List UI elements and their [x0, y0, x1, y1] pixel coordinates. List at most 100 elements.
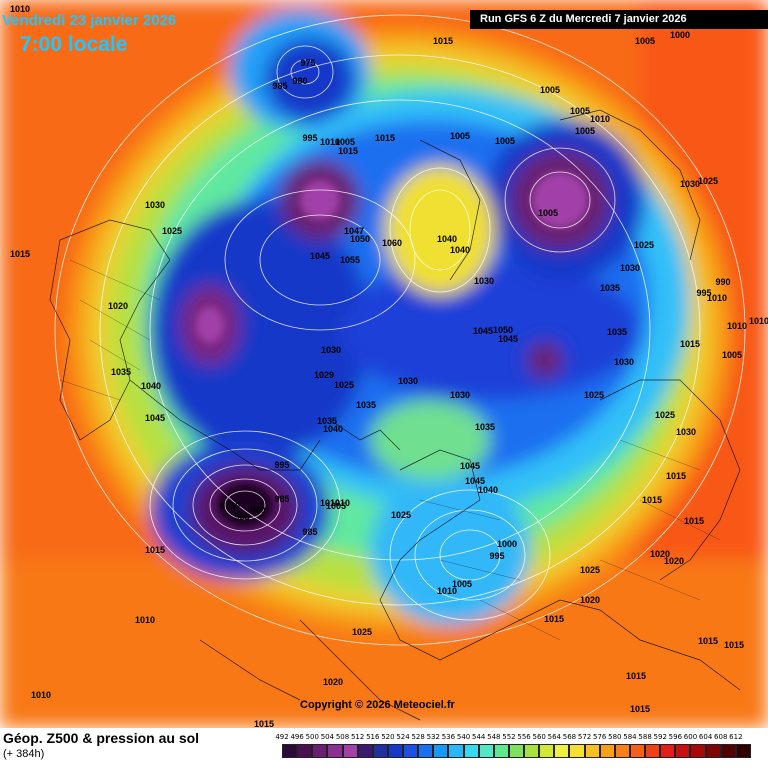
- pressure-label: 1010: [135, 615, 155, 625]
- pressure-label: 1020: [108, 301, 128, 311]
- pressure-label: 1010: [31, 690, 51, 700]
- scale-label: 612: [729, 733, 743, 741]
- scale-swatch: [463, 744, 479, 758]
- pressure-label: 1025: [391, 510, 411, 520]
- pressure-label: 1015: [338, 146, 358, 156]
- pressure-label: 1010: [320, 498, 340, 508]
- scale-label: 588: [638, 733, 652, 741]
- pressure-label: 1020: [323, 677, 343, 687]
- pressure-label: 1015: [433, 36, 453, 46]
- scale-label: 608: [714, 733, 728, 741]
- pressure-label: 1005: [575, 126, 595, 136]
- scale-label: 584: [623, 733, 637, 741]
- scale-label: 516: [366, 733, 380, 741]
- scale-swatch: [342, 744, 358, 758]
- pressure-label: 1015: [630, 704, 650, 714]
- pressure-label: 1030: [474, 276, 494, 286]
- pressure-label: 1005: [495, 136, 515, 146]
- scale-swatch: [418, 744, 434, 758]
- scale-label: 596: [668, 733, 683, 741]
- scale-label: 580: [608, 733, 622, 741]
- pressure-label: 1050: [350, 234, 370, 244]
- pressure-label: 1010: [749, 316, 768, 326]
- scale-label: 564: [547, 733, 561, 741]
- pressure-label: 1029: [314, 370, 334, 380]
- scale-swatch: [372, 744, 388, 758]
- pressure-label: 1040: [141, 381, 161, 391]
- scale-label: 508: [335, 733, 350, 741]
- pressure-label: 1015: [626, 671, 646, 681]
- pressure-label: 1030: [680, 179, 700, 189]
- pressure-label: 1060: [382, 238, 402, 248]
- pressure-label: 1005: [335, 137, 355, 147]
- pressure-label: 1000: [670, 30, 690, 40]
- pressure-label: 9750: [220, 501, 240, 511]
- pressure-label: 1045: [473, 326, 493, 336]
- pressure-label: 1005: [540, 85, 560, 95]
- scale-label: 548: [487, 733, 501, 741]
- pressure-label: 1030: [614, 357, 634, 367]
- pressure-label: 1025: [352, 627, 372, 637]
- pressure-label: 1045: [310, 251, 330, 261]
- scale-swatch: [720, 744, 736, 758]
- scale-label: 500: [305, 733, 319, 741]
- run-info-box: Run GFS 6 Z du Mercredi 7 janvier 2026: [470, 10, 768, 29]
- pressure-label: 1025: [655, 410, 675, 420]
- pressure-label: 975: [300, 58, 315, 68]
- scale-label: 556: [517, 733, 531, 741]
- pressure-label: 1035: [607, 327, 627, 337]
- pressure-label: 1005: [326, 501, 346, 511]
- pressure-label: 1030: [145, 200, 165, 210]
- pressure-label: 1010: [590, 114, 610, 124]
- pressure-label: 1030: [450, 390, 470, 400]
- scale-swatch: [690, 744, 706, 758]
- pressure-label: 985: [272, 81, 287, 91]
- scale-swatch: [524, 744, 540, 758]
- pressure-label: 1040: [478, 485, 498, 495]
- pressure-label: 1015: [145, 545, 165, 555]
- forecast-horizon: (+ 384h): [3, 748, 45, 760]
- pressure-label: 1005: [450, 131, 470, 141]
- pressure-label: 1020: [650, 549, 670, 559]
- scale-label: 536: [441, 733, 456, 741]
- pressure-label: 1015: [642, 495, 662, 505]
- pressure-label: 1005: [452, 579, 472, 589]
- pressure-label: 1015: [375, 133, 395, 143]
- scale-swatch: [327, 744, 343, 758]
- scale-label: 496: [290, 733, 304, 741]
- pressure-label: 1040: [323, 424, 343, 434]
- pressure-label: 1030: [398, 376, 418, 386]
- map-title: Géop. Z500 & pression au sol: [3, 730, 200, 746]
- pressure-label: 985: [302, 527, 317, 537]
- pressure-label: 1010: [437, 586, 457, 596]
- pressure-label: 1005: [722, 350, 742, 360]
- scale-swatch: [448, 744, 464, 758]
- pressure-label: 1040: [450, 245, 470, 255]
- pressure-label: 1005: [570, 106, 590, 116]
- pressure-label: 1025: [162, 226, 182, 236]
- pressure-label: 1047: [344, 226, 364, 236]
- pressure-label: 1010: [727, 321, 747, 331]
- pressure-label: 1035: [356, 400, 376, 410]
- pressure-label: 1015: [680, 339, 700, 349]
- pressure-label: 1020: [664, 556, 684, 566]
- scale-label: 592: [653, 733, 667, 741]
- pressure-label: 965: [234, 512, 249, 522]
- pressure-label: 1010: [330, 498, 350, 508]
- coastlines: [49, 109, 741, 721]
- pressure-label: 1030: [321, 345, 341, 355]
- scale-label: 552: [502, 733, 516, 741]
- pressure-label: 1045: [465, 476, 485, 486]
- scale-label: 524: [396, 733, 410, 741]
- pressure-label: 1010: [10, 4, 30, 14]
- scale-swatch: [629, 744, 646, 758]
- pressure-label: 995: [302, 133, 317, 143]
- pressure-label: 1015: [684, 516, 704, 526]
- pressure-label: 1045: [460, 461, 480, 471]
- scale-label: 512: [350, 733, 365, 741]
- scale-swatch: [403, 744, 419, 758]
- pressure-label: 1015: [10, 249, 30, 259]
- pressure-label: 1010: [707, 293, 727, 303]
- scale-label: 528: [411, 733, 425, 741]
